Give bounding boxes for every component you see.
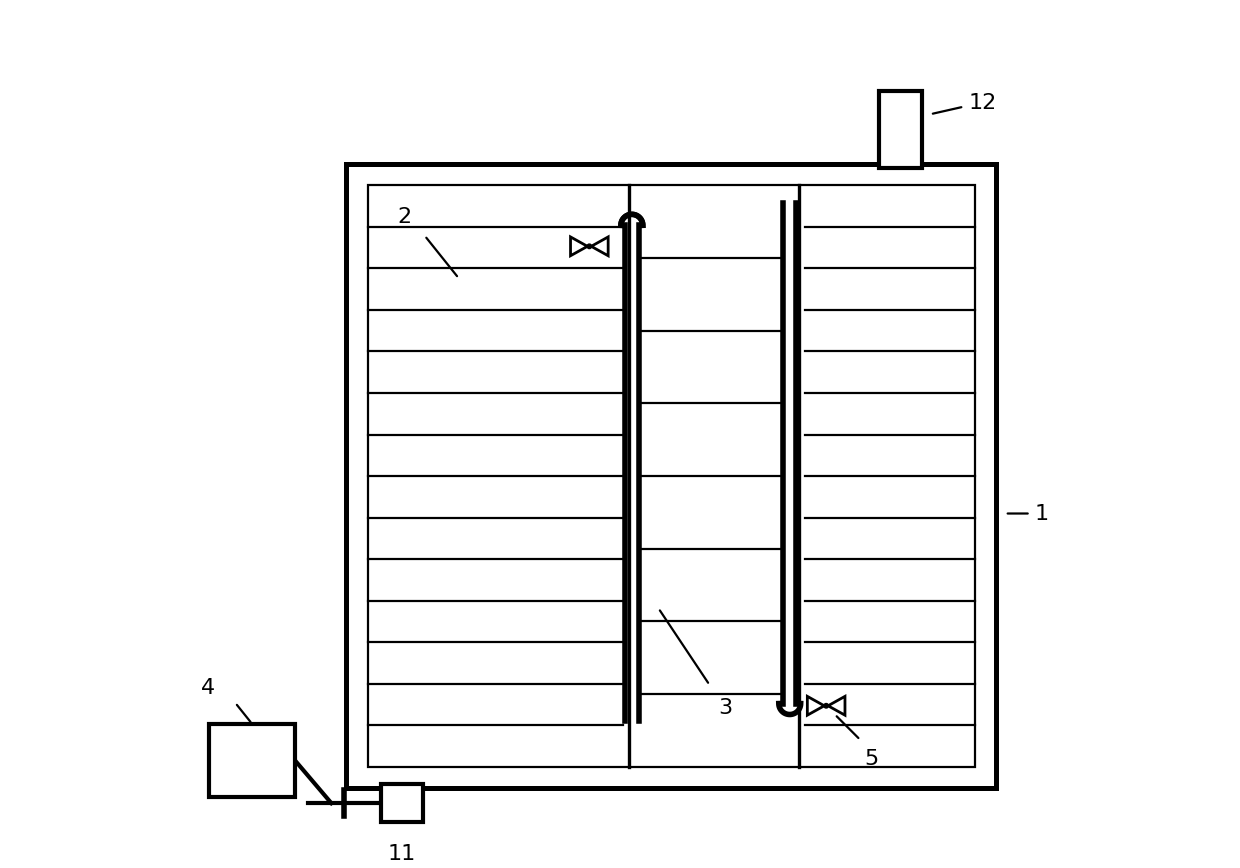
Bar <box>625 214 639 732</box>
Polygon shape <box>807 696 825 715</box>
Text: 1: 1 <box>1035 503 1049 523</box>
Text: 5: 5 <box>864 748 879 768</box>
Circle shape <box>587 244 591 248</box>
Bar <box>368 185 975 766</box>
Bar <box>381 784 423 822</box>
Bar <box>879 91 921 168</box>
Bar <box>346 164 996 788</box>
Bar <box>210 724 295 797</box>
Polygon shape <box>828 696 844 715</box>
Text: 2: 2 <box>398 207 412 227</box>
Polygon shape <box>570 237 588 256</box>
Text: 12: 12 <box>968 93 997 113</box>
Text: 11: 11 <box>388 844 417 864</box>
Polygon shape <box>591 237 608 256</box>
Circle shape <box>823 703 828 708</box>
Text: 3: 3 <box>718 698 733 718</box>
Text: 4: 4 <box>201 679 215 699</box>
Bar <box>782 203 796 714</box>
